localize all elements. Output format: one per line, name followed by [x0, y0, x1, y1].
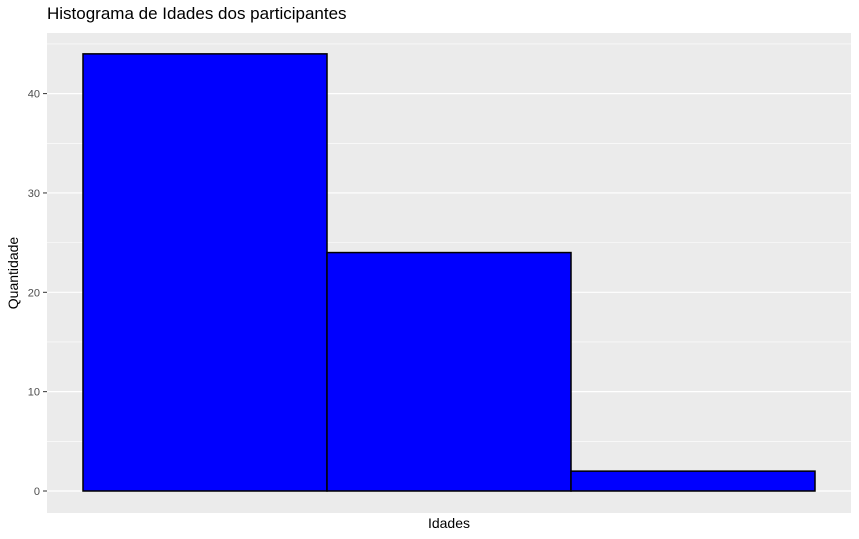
histogram-bar — [326, 251, 572, 492]
y-tick-label: 40 — [28, 89, 40, 101]
y-axis-title: Quantidade — [5, 237, 21, 310]
y-tick-label: 20 — [28, 287, 40, 299]
histogram-bar — [82, 53, 328, 492]
bars — [82, 53, 816, 492]
histogram-bar — [570, 470, 816, 492]
y-tick-label: 10 — [28, 387, 40, 399]
chart-title: Histograma de Idades dos participantes — [47, 4, 347, 23]
x-axis-title: Idades — [428, 515, 470, 531]
y-tick-label: 0 — [34, 486, 40, 498]
y-axis-ticks: 0 10 20 30 40 — [28, 89, 47, 498]
y-tick-label: 30 — [28, 188, 40, 200]
